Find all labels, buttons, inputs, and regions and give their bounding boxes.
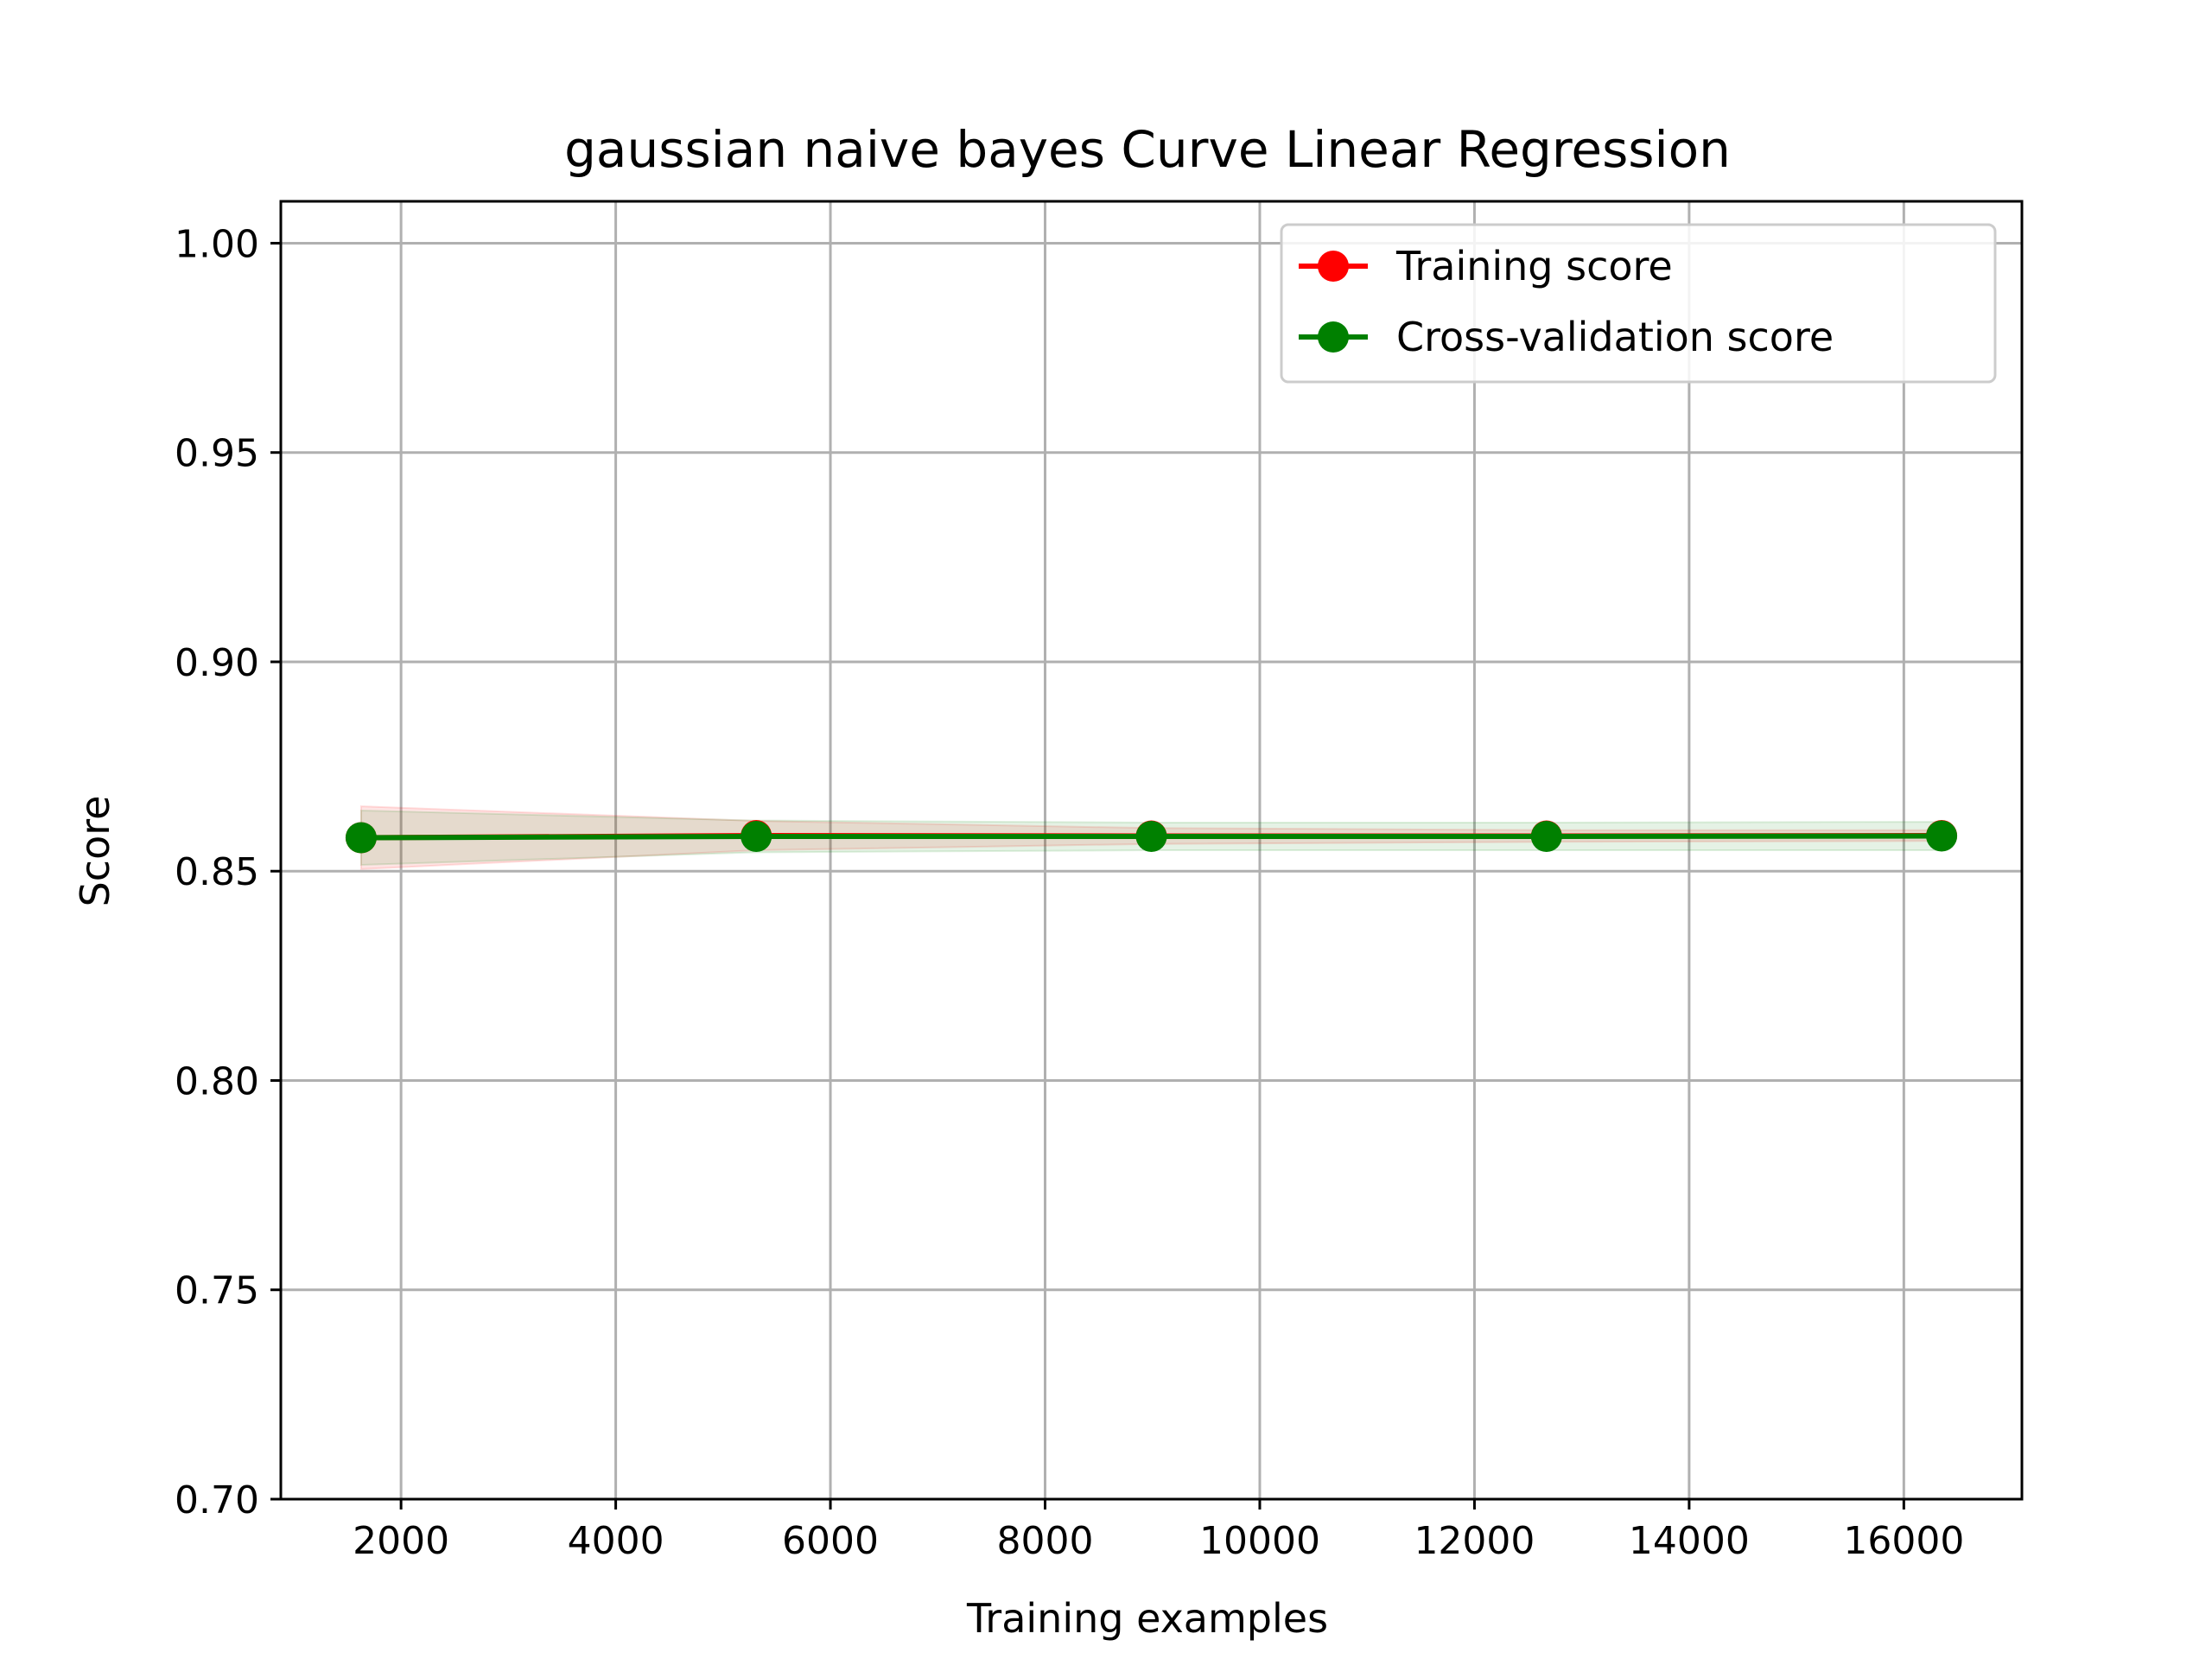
x-tick-label: 10000 [1199,1519,1320,1563]
point-cross-validation [1530,821,1562,853]
y-tick-label: 0.90 [175,641,259,685]
axes [279,200,2024,1501]
point-cross-validation [345,822,377,854]
y-tick-label: 0.85 [175,850,259,894]
x-tick-label: 8000 [997,1519,1094,1563]
x-tick-label: 14000 [1629,1519,1750,1563]
legend: Training score Cross-validation score [1280,223,1997,384]
point-cross-validation [1135,821,1167,853]
x-tick-label: 6000 [782,1519,879,1563]
y-axis-label: Score [72,796,118,907]
plot-frame [279,200,2024,1501]
legend-label-training: Training score [1395,243,1673,289]
ticks: 2000 4000 6000 8000 10000 12000 14000 16000 0.70… [175,222,1964,1563]
point-cross-validation [741,821,772,853]
legend-marker-training [1318,251,1349,282]
y-tick-label: 1.00 [175,222,259,266]
legend-label-cross-validation: Cross-validation score [1396,314,1834,360]
series-lines [345,820,1958,854]
y-tick-label: 0.70 [175,1478,259,1522]
x-tick-label: 4000 [568,1519,664,1563]
y-tick-label: 0.75 [175,1269,259,1313]
x-axis-label: Training examples [966,1595,1328,1642]
x-tick-label: 16000 [1843,1519,1964,1563]
x-tick-label: 12000 [1414,1519,1535,1563]
point-cross-validation [1926,820,1958,852]
y-tick-label: 0.80 [175,1059,259,1103]
x-tick-label: 2000 [353,1519,449,1563]
y-tick-label: 0.95 [175,432,259,476]
chart-title: gaussian naive bayes Curve Linear Regres… [564,120,1731,179]
legend-marker-cross-validation [1318,321,1349,353]
legend-box [1280,223,1997,384]
